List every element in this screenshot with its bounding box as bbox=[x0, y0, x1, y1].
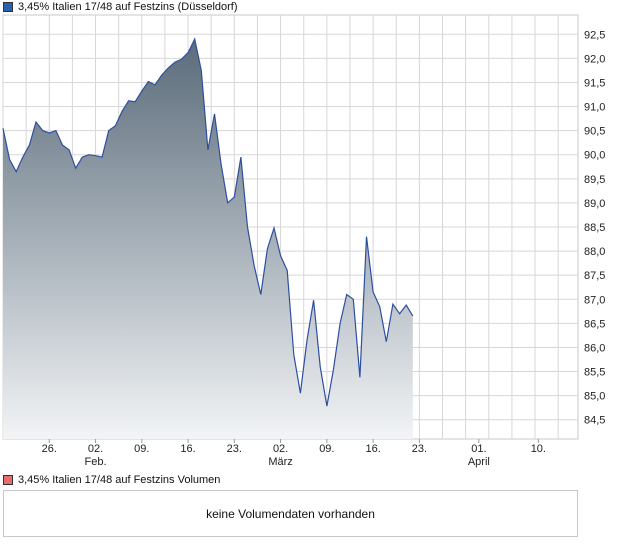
x-tick-label: 02. bbox=[273, 443, 288, 455]
volume-legend-swatch bbox=[3, 475, 13, 485]
volume-legend: 3,45% Italien 17/48 auf Festzins Volumen bbox=[3, 473, 220, 487]
x-tick-label: 01. bbox=[471, 443, 486, 455]
x-tick-label: 16. bbox=[365, 443, 380, 455]
y-tick-label: 90,0 bbox=[584, 150, 605, 162]
x-tick-label: 26. bbox=[42, 443, 57, 455]
price-line bbox=[2, 37, 414, 407]
y-tick-label: 91,0 bbox=[584, 102, 605, 114]
x-tick-label: 16. bbox=[180, 443, 195, 455]
no-volume-message: keine Volumendaten vorhanden bbox=[206, 506, 375, 521]
x-tick-label: 09. bbox=[134, 443, 149, 455]
y-tick-label: 86,0 bbox=[584, 342, 605, 354]
y-tick-label: 85,5 bbox=[584, 367, 605, 379]
price-legend-swatch bbox=[3, 2, 13, 12]
x-tick-label: 23. bbox=[412, 443, 427, 455]
y-tick-label: 87,5 bbox=[584, 270, 605, 282]
volume-legend-label: 3,45% Italien 17/48 auf Festzins Volumen bbox=[18, 474, 221, 486]
y-tick-label: 90,5 bbox=[584, 126, 605, 138]
y-tick-label: 88,5 bbox=[584, 222, 605, 234]
x-tick-label: 09. bbox=[319, 443, 334, 455]
x-month-label: März bbox=[268, 456, 292, 468]
volume-panel: keine Volumendaten vorhanden bbox=[3, 490, 578, 537]
x-tick-label: 23. bbox=[227, 443, 242, 455]
x-tick-label: 02. bbox=[88, 443, 103, 455]
y-tick-label: 85,0 bbox=[584, 391, 605, 403]
y-tick-label: 86,5 bbox=[584, 318, 605, 330]
price-area bbox=[3, 39, 413, 439]
y-tick-label: 92,0 bbox=[584, 53, 605, 65]
y-tick-label: 92,5 bbox=[584, 29, 605, 41]
y-tick-label: 88,0 bbox=[584, 246, 605, 258]
x-tick-label: 10. bbox=[531, 443, 546, 455]
y-tick-label: 84,5 bbox=[584, 415, 605, 427]
x-month-label: April bbox=[468, 456, 490, 468]
y-tick-label: 87,0 bbox=[584, 294, 605, 306]
y-tick-label: 89,5 bbox=[584, 174, 605, 186]
y-tick-label: 89,0 bbox=[584, 198, 605, 210]
price-legend-label: 3,45% Italien 17/48 auf Festzins (Düssel… bbox=[18, 1, 238, 13]
y-axis-labels: 84,5 85,0 85,5 86,0 86,5 87,0 87,5 88,0 88,5 89,0… bbox=[584, 29, 605, 426]
price-legend: 3,45% Italien 17/48 auf Festzins (Düssel… bbox=[3, 0, 238, 14]
price-chart: 84,5 85,0 85,5 86,0 86,5 87,0 87,5 88,0 88,5 89,0… bbox=[2, 14, 605, 468]
y-tick-label: 91,5 bbox=[584, 77, 605, 89]
x-month-label: Feb. bbox=[85, 456, 107, 468]
